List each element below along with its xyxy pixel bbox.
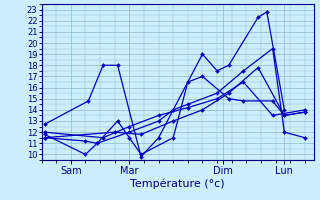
X-axis label: Température (°c): Température (°c) bbox=[130, 178, 225, 189]
